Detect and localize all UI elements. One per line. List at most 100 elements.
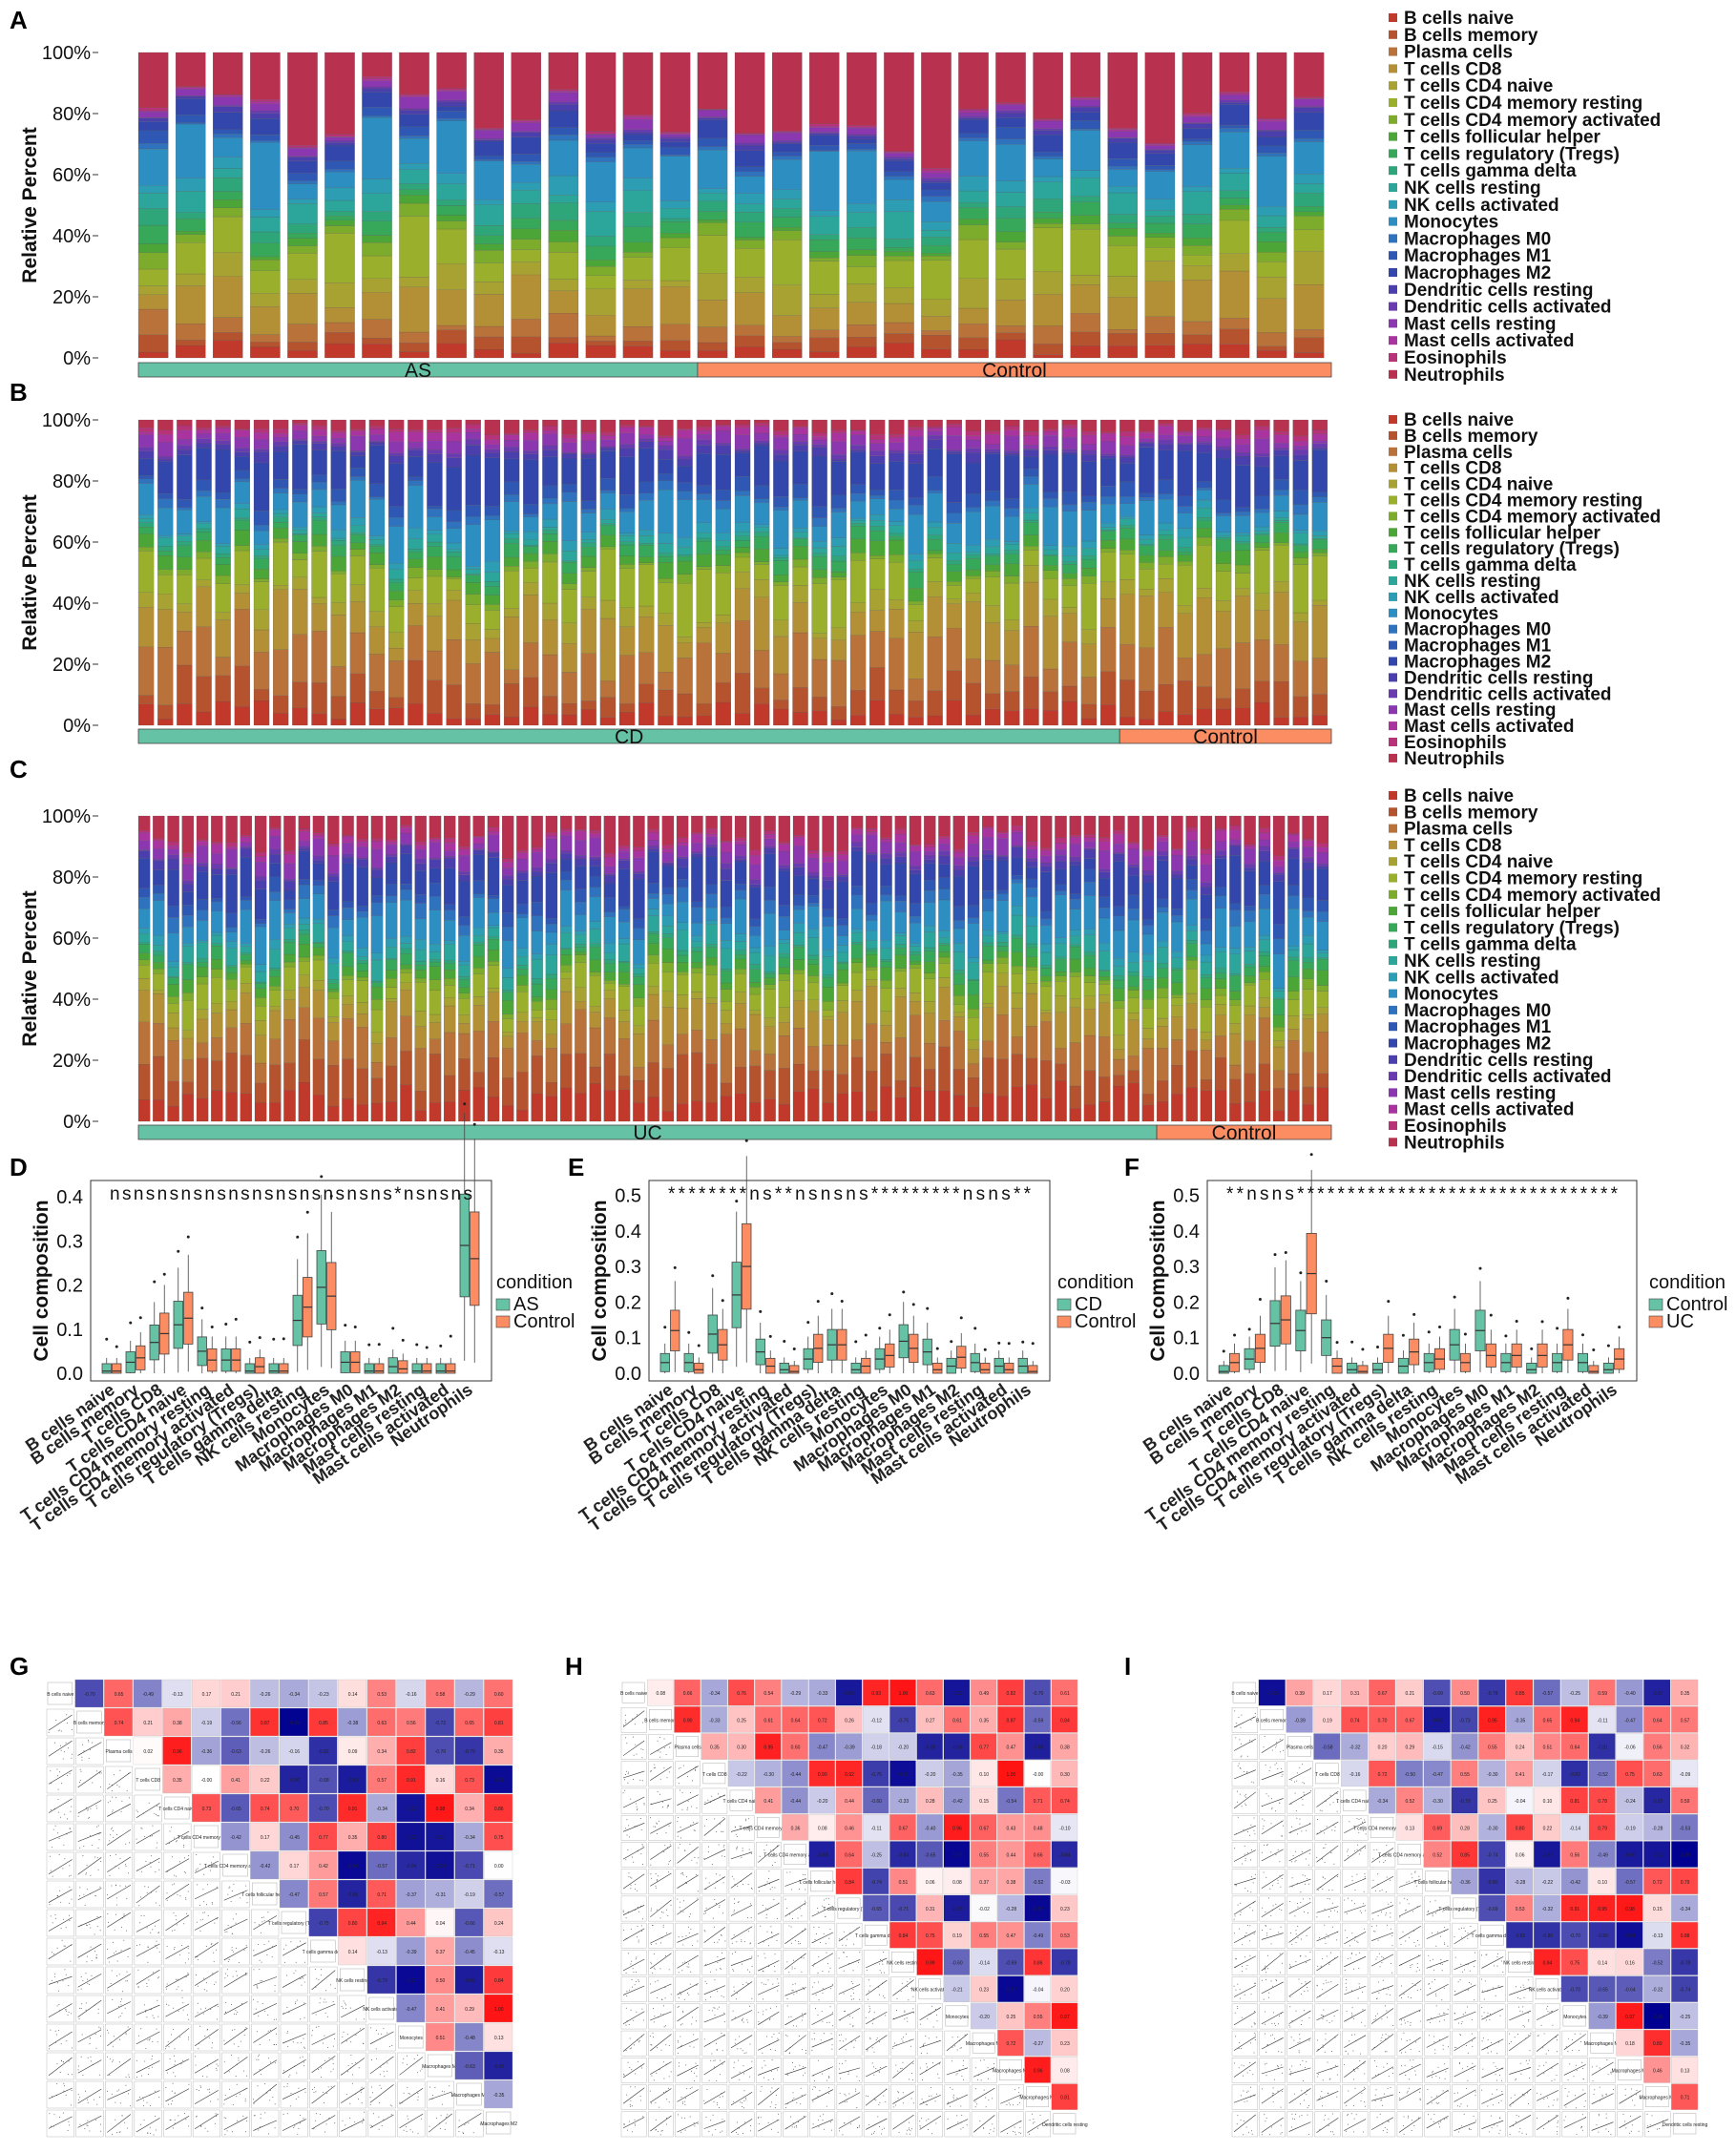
bar-segment	[386, 839, 398, 843]
bar-segment	[1171, 921, 1183, 952]
bar-segment	[1107, 329, 1138, 334]
bar-segment	[889, 452, 905, 462]
bar-segment	[414, 849, 427, 860]
bar-segment	[1069, 946, 1081, 960]
bar-segment	[137, 483, 155, 515]
bar-segment	[884, 178, 914, 200]
bar-segment	[273, 479, 289, 489]
bar-segment	[408, 603, 424, 626]
bar-segment	[1182, 128, 1213, 139]
bar-segment	[362, 116, 392, 179]
bar-segment	[1158, 539, 1174, 551]
box	[422, 1363, 432, 1374]
bar-segment	[1215, 515, 1232, 533]
bar-segment	[924, 1013, 936, 1044]
outlier-point	[1335, 1341, 1339, 1345]
bar-segment	[561, 419, 577, 435]
bar-segment	[1311, 419, 1328, 430]
bar-segment	[778, 973, 791, 981]
bar-segment	[1214, 829, 1227, 842]
bar-segment	[1141, 850, 1155, 857]
bar-segment	[342, 966, 354, 976]
bar-segment	[676, 902, 689, 923]
bar-segment	[298, 930, 311, 935]
bar-segment	[894, 948, 908, 955]
outlier-point	[138, 1316, 142, 1320]
bar-segment	[1070, 99, 1100, 107]
bar-segment	[414, 1048, 427, 1092]
y-tick-label: 80%	[52, 471, 91, 492]
bar-segment	[1039, 1010, 1053, 1013]
bar-segment	[734, 450, 751, 453]
bar-segment	[1069, 958, 1081, 972]
bar-segment	[516, 913, 529, 918]
bar-segment	[327, 915, 340, 929]
bar-segment	[647, 832, 659, 841]
bar-segment	[1273, 434, 1289, 444]
bar-segment	[995, 102, 1026, 105]
bar-segment	[1099, 523, 1117, 528]
bar-segment	[691, 992, 703, 999]
bar-segment	[1127, 975, 1140, 987]
bar-segment	[847, 227, 877, 239]
legend-label: CD	[1075, 1294, 1102, 1315]
bar-segment	[1200, 999, 1213, 1008]
bar-segment	[1113, 1000, 1125, 1009]
bar-segment	[1200, 1090, 1213, 1122]
bar-segment	[213, 252, 243, 277]
bar-segment	[908, 604, 924, 621]
legend-label: Monocytes	[1404, 213, 1498, 233]
bar-segment	[312, 1058, 325, 1096]
bar-segment	[211, 815, 223, 843]
bar-segment	[894, 828, 908, 835]
bar-segment	[1055, 975, 1067, 982]
bar-segment	[691, 832, 703, 835]
bar-segment	[1042, 554, 1058, 556]
bar-segment	[250, 346, 281, 359]
bar-segment	[1141, 961, 1155, 977]
bar-segment	[1235, 688, 1251, 708]
bar-segment	[938, 943, 951, 946]
fit-line	[77, 1800, 102, 1814]
bar-segment	[661, 863, 675, 867]
bar-segment	[850, 958, 864, 963]
bar-segment	[362, 344, 392, 359]
bar-segment	[1023, 431, 1039, 436]
outlier-point	[425, 1346, 429, 1349]
bar-segment	[754, 536, 770, 550]
bar-segment	[1200, 1032, 1213, 1040]
bar-segment	[1200, 864, 1213, 883]
bar-segment	[1070, 201, 1100, 216]
scatter-point	[48, 1731, 50, 1733]
bar-segment	[137, 547, 155, 552]
bar-segment	[1119, 456, 1136, 464]
bar-segment	[342, 815, 354, 836]
bar-segment	[167, 996, 179, 1004]
bar-segment	[952, 920, 966, 930]
bar-segment	[1185, 992, 1198, 1004]
scatter-point	[107, 1893, 109, 1895]
bar-segment	[559, 932, 573, 949]
bar-segment	[1292, 612, 1308, 622]
bar-segment	[1004, 419, 1020, 427]
bar-segment	[1229, 926, 1242, 949]
bar-segment	[181, 915, 194, 928]
scatter-point	[149, 1862, 151, 1864]
bar-segment	[253, 578, 270, 582]
bar-segment	[511, 119, 541, 121]
bar-segment	[1042, 598, 1058, 617]
bar-segment	[1219, 125, 1250, 129]
bar-segment	[1287, 895, 1300, 909]
bar-segment	[1200, 943, 1213, 956]
bar-segment	[696, 499, 712, 524]
bar-segment	[1107, 245, 1138, 277]
bar-segment	[516, 964, 529, 970]
bar-segment	[1098, 878, 1111, 897]
bar-segment	[849, 419, 867, 430]
bar-segment	[924, 846, 936, 852]
bar-segment	[792, 1091, 805, 1122]
bar-segment	[342, 979, 354, 996]
bar-segment	[830, 494, 847, 509]
bar-segment	[1185, 1029, 1198, 1052]
bar-segment	[427, 569, 443, 577]
